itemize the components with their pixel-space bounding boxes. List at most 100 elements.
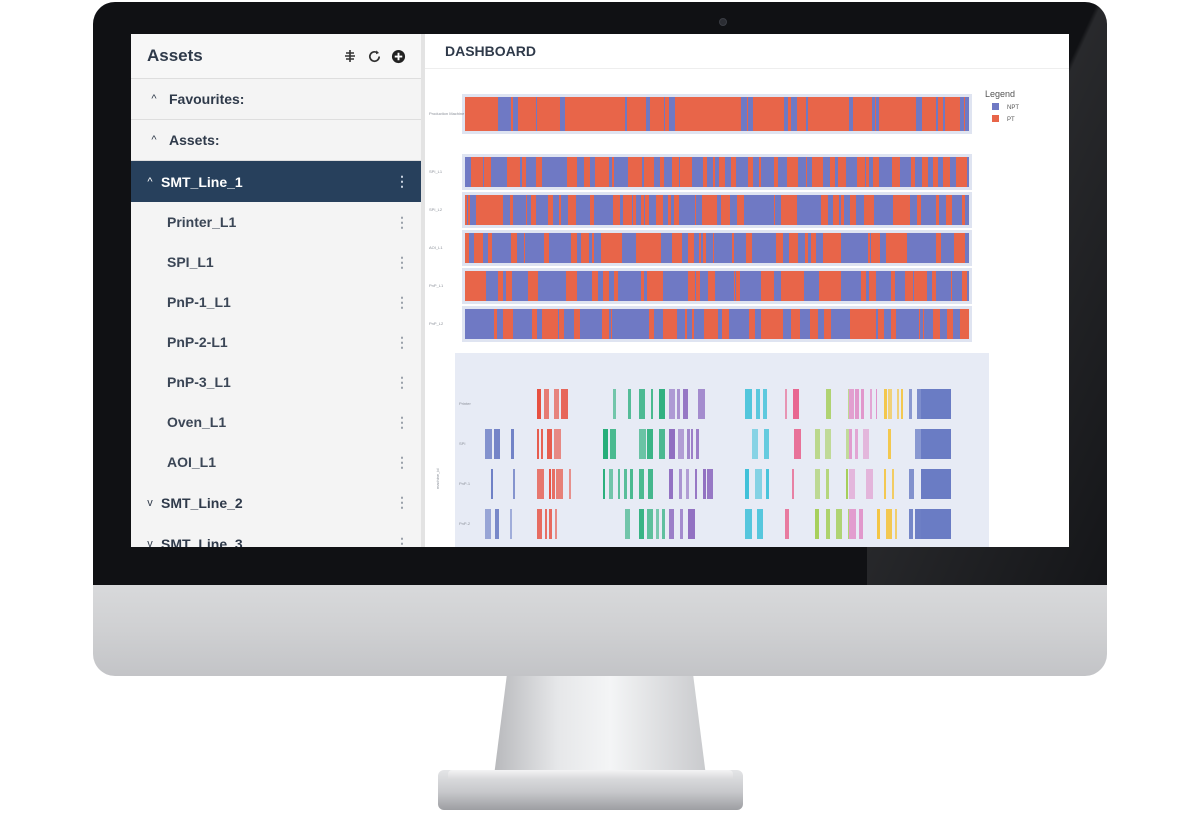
- event-bar: [826, 509, 830, 539]
- pt-segment: [830, 157, 835, 187]
- event-block: [921, 429, 951, 459]
- pt-segment: [815, 97, 818, 131]
- more-options-icon[interactable]: ⋮: [395, 453, 409, 470]
- pt-segment: [479, 233, 483, 263]
- pt-segment: [721, 195, 723, 225]
- more-options-icon[interactable]: ⋮: [395, 213, 409, 230]
- pt-segment: [864, 97, 866, 131]
- pt-segment: [853, 97, 859, 131]
- pt-segment: [914, 271, 920, 301]
- pt-segment: [895, 309, 896, 339]
- sidebar-item-smt-line-3[interactable]: v SMT_Line_3 ⋮: [131, 523, 421, 547]
- pt-segment: [549, 309, 552, 339]
- event-bar: [849, 429, 852, 459]
- event-bar: [545, 509, 547, 539]
- pt-segment: [793, 157, 798, 187]
- more-options-icon[interactable]: ⋮: [395, 494, 409, 510]
- pt-segment: [660, 233, 661, 263]
- pt-segment: [649, 309, 654, 339]
- pt-segment: [962, 195, 965, 225]
- pt-segment: [702, 195, 704, 225]
- filter-icon[interactable]: [341, 47, 359, 65]
- pt-segment: [601, 97, 608, 131]
- sidebar-item-label: PnP-2-L1: [167, 334, 228, 350]
- pt-segment: [815, 233, 816, 263]
- pt-segment: [487, 195, 494, 225]
- more-options-icon[interactable]: ⋮: [395, 253, 409, 270]
- event-bar: [909, 469, 914, 499]
- pt-segment: [841, 97, 843, 131]
- sidebar-item-pnp-2-l1[interactable]: PnP-2-L1 ⋮: [131, 322, 421, 362]
- pt-segment: [615, 195, 620, 225]
- assets-sidebar: Assets ^ Favourites: ^ Assets: ^ SMT_Lin…: [131, 34, 425, 547]
- sidebar-item-pnp-1-l1[interactable]: PnP-1_L1 ⋮: [131, 282, 421, 322]
- pt-segment: [591, 195, 594, 225]
- more-options-icon[interactable]: ⋮: [395, 413, 409, 430]
- pt-segment: [936, 195, 939, 225]
- sidebar-item-smt-line-1[interactable]: ^ SMT_Line_1 ⋮: [131, 161, 421, 202]
- pt-segment: [511, 97, 513, 131]
- sidebar-item-smt-line-2[interactable]: v SMT_Line_2 ⋮: [131, 482, 421, 523]
- more-options-icon[interactable]: ⋮: [395, 373, 409, 390]
- event-bar: [659, 389, 665, 419]
- pt-segment: [929, 97, 935, 131]
- event-bar: [915, 509, 921, 539]
- event-bar: [669, 429, 675, 459]
- add-icon[interactable]: [389, 47, 407, 65]
- event-bar: [554, 429, 561, 459]
- sidebar-item-printer-l1[interactable]: Printer_L1 ⋮: [131, 202, 421, 242]
- legend-swatch: [992, 103, 999, 110]
- refresh-icon[interactable]: [365, 47, 383, 65]
- pt-segment: [552, 309, 558, 339]
- event-block: [921, 389, 951, 419]
- more-options-icon[interactable]: ⋮: [395, 535, 409, 547]
- event-bar: [603, 469, 605, 499]
- event-axis-label: machine_id: [435, 469, 440, 489]
- pt-segment: [803, 97, 806, 131]
- pt-segment: [710, 97, 716, 131]
- pt-segment: [746, 233, 748, 263]
- event-bar: [651, 389, 653, 419]
- favourites-section[interactable]: ^ Favourites:: [131, 79, 421, 120]
- pt-segment: [956, 157, 962, 187]
- timeline-row-label: Production Machine: [429, 111, 465, 116]
- pt-segment: [824, 233, 830, 263]
- event-bar: [794, 429, 801, 459]
- pt-segment: [902, 233, 906, 263]
- pt-segment: [526, 195, 527, 225]
- more-options-icon[interactable]: ⋮: [395, 333, 409, 350]
- pt-segment: [909, 195, 910, 225]
- pt-segment: [528, 97, 532, 131]
- pt-segment: [523, 97, 528, 131]
- pt-segment: [612, 157, 614, 187]
- sidebar-item-pnp-3-l1[interactable]: PnP-3_L1 ⋮: [131, 362, 421, 402]
- pt-segment: [551, 97, 553, 131]
- pt-segment: [685, 309, 686, 339]
- sidebar-item-aoi-l1[interactable]: AOI_L1 ⋮: [131, 442, 421, 482]
- pt-segment: [650, 97, 657, 131]
- more-options-icon[interactable]: ⋮: [395, 173, 409, 189]
- sidebar-item-oven-l1[interactable]: Oven_L1 ⋮: [131, 402, 421, 442]
- event-row-label: PnP-2: [459, 521, 471, 526]
- event-bar: [870, 389, 872, 419]
- timeline-row-label: AOI_L1: [429, 245, 443, 250]
- pt-segment: [782, 271, 788, 301]
- pt-segment: [628, 97, 631, 131]
- pt-segment: [819, 157, 820, 187]
- event-bar: [826, 389, 831, 419]
- assets-label: Assets:: [169, 132, 220, 148]
- pt-segment: [833, 97, 838, 131]
- sidebar-item-spi-l1[interactable]: SPI_L1 ⋮: [131, 242, 421, 282]
- pt-segment: [631, 97, 636, 131]
- pt-segment: [703, 157, 707, 187]
- pt-segment: [821, 195, 823, 225]
- more-options-icon[interactable]: ⋮: [395, 293, 409, 310]
- pt-segment: [636, 97, 637, 131]
- pt-segment: [791, 233, 795, 263]
- pt-segment: [902, 195, 909, 225]
- pt-segment: [780, 97, 784, 131]
- pt-segment: [818, 97, 822, 131]
- pt-segment: [590, 195, 591, 225]
- assets-section[interactable]: ^ Assets:: [131, 120, 421, 161]
- pt-segment: [892, 157, 898, 187]
